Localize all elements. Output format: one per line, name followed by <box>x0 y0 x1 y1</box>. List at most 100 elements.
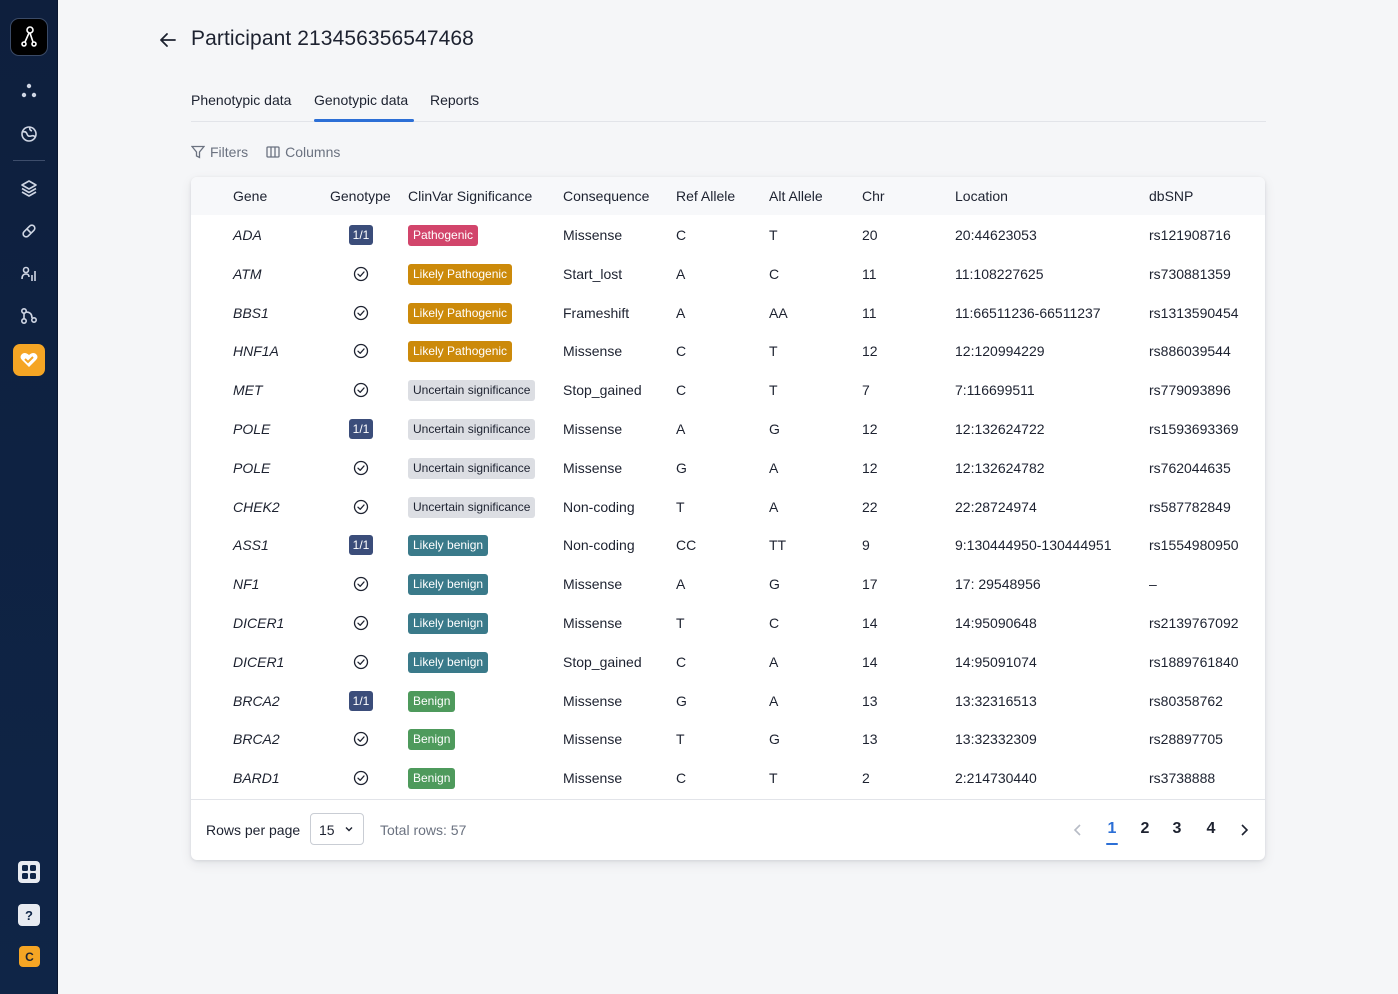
ref-allele-cell: T <box>676 731 685 748</box>
current-page-indicator <box>1106 843 1118 845</box>
ref-allele-cell: A <box>676 421 686 437</box>
table-row[interactable]: HNF1A Missense C T 12 12:120994229 rs886039544… <box>191 332 1265 371</box>
genotype-badge: 1/1 <box>349 535 373 556</box>
tab-phenotypic-data[interactable]: Phenotypic data <box>191 92 292 108</box>
alt-allele-cell: G <box>769 731 780 748</box>
prev-page-icon[interactable] <box>1069 821 1087 839</box>
chr-cell: 20 <box>862 227 878 243</box>
dbsnp-cell: rs121908716 <box>1149 227 1231 243</box>
table-row[interactable]: POLE Missense G A 12 12:132624782 rs762044635 U… <box>191 449 1265 488</box>
user-avatar[interactable]: C <box>19 946 40 967</box>
column-header-gene[interactable]: Gene <box>233 188 268 204</box>
tab-bar: Phenotypic data Genotypic data Reports <box>191 92 1266 122</box>
location-cell: 13:32316513 <box>955 692 1037 709</box>
pagination: 1 2 3 4 <box>1065 816 1265 845</box>
logo-icon[interactable] <box>10 18 48 56</box>
column-header-genotype[interactable]: Genotype <box>330 188 391 204</box>
clinvar-badge: Likely benign <box>408 651 489 673</box>
sidebar-divider <box>13 160 45 161</box>
clinvar-badge: Uncertain significance <box>408 496 536 518</box>
heart-icon[interactable] <box>13 344 45 376</box>
chr-cell: 7 <box>862 382 870 399</box>
column-header-ref-allele[interactable]: Ref Allele <box>676 188 736 204</box>
layers-icon[interactable] <box>14 173 44 203</box>
check-circle-icon <box>353 771 369 786</box>
gene-cell: ATM <box>233 265 262 282</box>
clinvar-badge: Likely benign <box>408 613 489 634</box>
apps-icon[interactable] <box>14 857 44 887</box>
table-header: Gene Genotype ClinVar Significance Conse… <box>191 177 1265 215</box>
table-row[interactable]: POLE Missense A G 12 12:132624722 rs1593693369… <box>191 410 1265 449</box>
help-icon[interactable]: ? <box>14 900 44 930</box>
alt-allele-cell: C <box>769 615 780 631</box>
chr-cell: 14 <box>862 653 878 670</box>
pill-icon[interactable] <box>14 216 44 246</box>
chr-cell: 14 <box>862 615 878 631</box>
page-2[interactable]: 2 <box>1140 820 1150 837</box>
table-row[interactable]: BARD1 Missense C T 2 2:214730440 rs3738888 Beni… <box>191 759 1265 798</box>
page-4[interactable]: 4 <box>1206 820 1216 837</box>
clinvar-badge: Uncertain significance <box>408 419 536 440</box>
branches-icon[interactable] <box>14 301 44 331</box>
table-row[interactable]: MET Stop_gained C T 7 7:116699511 rs779093896 U… <box>191 371 1265 410</box>
location-cell: 14:95091074 <box>955 653 1037 670</box>
location-cell: 2:214730440 <box>955 770 1037 787</box>
nodes-icon[interactable] <box>14 76 44 106</box>
column-header-dbsnp[interactable]: dbSNP <box>1149 188 1194 204</box>
column-header-location[interactable]: Location <box>955 188 1008 204</box>
column-header-clinvar[interactable]: ClinVar Significance <box>408 188 533 204</box>
table-row[interactable]: ASS1 Non-coding CC TT 9 9:130444950-130444951… <box>191 526 1265 565</box>
column-header-chr[interactable]: Chr <box>862 188 885 204</box>
globe-icon[interactable] <box>14 119 44 149</box>
clinvar-badge: Likely Pathogenic <box>408 302 513 324</box>
gene-cell: HNF1A <box>233 343 279 360</box>
gene-cell: ASS1 <box>233 537 269 554</box>
columns-button[interactable]: Columns <box>266 144 340 160</box>
rows-per-page-select[interactable]: 15 <box>310 813 364 845</box>
check-circle-icon <box>353 383 369 398</box>
consequence-cell: Stop_gained <box>563 653 642 670</box>
help-glyph: ? <box>25 908 33 923</box>
page-3[interactable]: 3 <box>1172 820 1182 837</box>
table-row[interactable]: ADA Missense C T 20 20:44623053 rs121908716 1/1… <box>191 216 1265 255</box>
table-row[interactable]: NF1 Missense A G 17 17: 29548956 – Likely benig… <box>191 565 1265 604</box>
dbsnp-cell: – <box>1149 576 1157 593</box>
page-1[interactable]: 1 <box>1107 820 1117 837</box>
next-page-icon[interactable] <box>1235 821 1253 839</box>
check-circle-icon <box>353 460 369 475</box>
alt-allele-cell: C <box>769 265 780 282</box>
column-header-alt-allele[interactable]: Alt Allele <box>769 188 823 204</box>
tab-genotypic-data[interactable]: Genotypic data <box>314 92 409 108</box>
dbsnp-cell: rs779093896 <box>1149 382 1231 399</box>
clinvar-badge: Likely Pathogenic <box>408 341 513 363</box>
alt-allele-cell: G <box>769 421 780 437</box>
chr-cell: 2 <box>862 770 870 787</box>
chr-cell: 9 <box>862 537 870 554</box>
column-header-consequence[interactable]: Consequence <box>563 188 650 204</box>
table-row[interactable]: CHEK2 Non-coding T A 22 22:28724974 rs58778284… <box>191 488 1265 527</box>
alt-allele-cell: A <box>769 459 779 476</box>
tab-reports[interactable]: Reports <box>430 92 480 108</box>
alt-allele-cell: G <box>769 576 780 593</box>
table-row[interactable]: BRCA2 Missense T G 13 13:32332309 rs28897705 Be… <box>191 720 1265 759</box>
gene-cell: NF1 <box>233 576 260 593</box>
genotype-badge: 1/1 <box>349 419 373 439</box>
active-tab-indicator <box>314 119 414 122</box>
back-arrow-icon[interactable] <box>156 28 180 52</box>
table-row[interactable]: DICER1 Missense T C 14 14:95090648 rs213976709… <box>191 604 1265 643</box>
check-circle-icon <box>353 732 369 747</box>
table-row[interactable]: ATM Start_lost A C 11 11:108227625 rs730881359… <box>191 255 1265 294</box>
total-rows: Total rows: 57 <box>380 822 467 838</box>
table-row[interactable]: BBS1 Frameshift A AA 11 11:66511236-66511237 r… <box>191 294 1265 333</box>
clinvar-badge: Pathogenic <box>408 225 479 246</box>
alt-allele-cell: T <box>769 227 778 243</box>
dbsnp-cell: rs1554980950 <box>1149 537 1239 554</box>
gene-cell: ADA <box>233 227 262 243</box>
table-row[interactable]: DICER1 Stop_gained C A 14 14:95091074 rs188976… <box>191 643 1265 682</box>
filters-button[interactable]: Filters <box>191 144 248 160</box>
gene-cell: CHEK2 <box>233 498 280 515</box>
table-row[interactable]: BRCA2 Missense G A 13 13:32316513 rs80358762 1/… <box>191 682 1265 721</box>
gene-cell: MET <box>233 382 263 399</box>
analytics-icon[interactable] <box>14 259 44 289</box>
clinvar-badge: Likely Pathogenic <box>408 263 513 285</box>
